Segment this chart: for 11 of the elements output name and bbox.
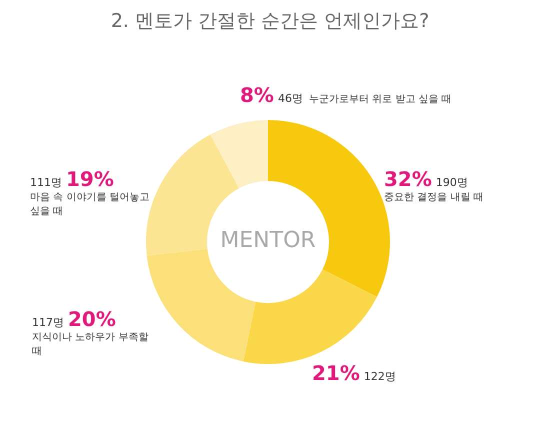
slice-label: 누군가로부터 위로 받고 싶을 때	[308, 94, 452, 105]
data-label: 32% 190명	[384, 167, 468, 191]
data-label: 8% 46명	[240, 83, 303, 107]
data-label: 111명 19%	[30, 167, 114, 191]
data-label: 117명 20%	[32, 307, 116, 331]
chart-title: 2. 멘토가 간절한 순간은 언제인가요?	[110, 9, 430, 34]
text: MENTOR	[219, 228, 317, 253]
slice-label: 마음 속 이야기를 털어놓고 싶을 때	[30, 191, 150, 219]
data-label: 21% 122명	[312, 361, 396, 385]
slice-label: 지식이나 노하우가 부족할 때	[32, 331, 150, 359]
slice-label: 중요한 결정을 내릴 때	[384, 191, 484, 205]
